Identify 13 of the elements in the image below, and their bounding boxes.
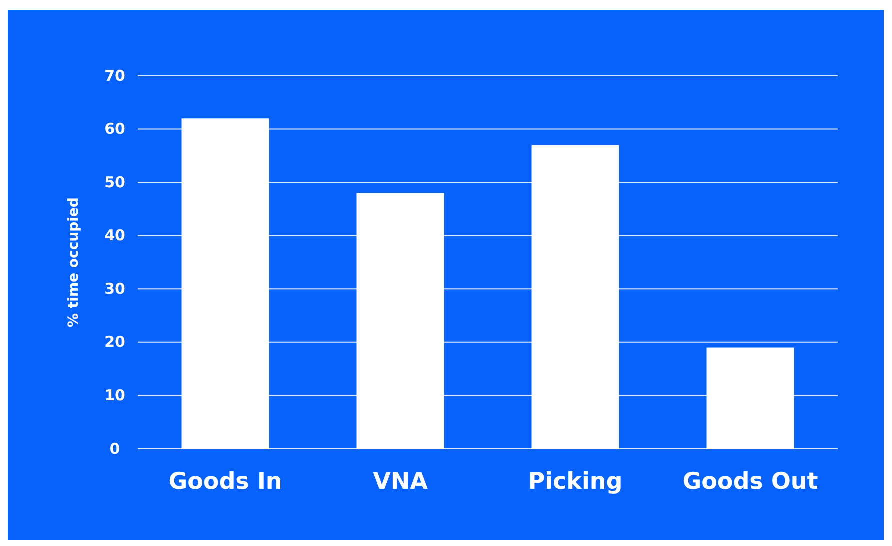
y-tick-label: 0 bbox=[110, 440, 120, 458]
x-tick-label: Goods In bbox=[168, 468, 282, 495]
x-tick-label: Picking bbox=[528, 468, 623, 495]
y-tick-label: 70 bbox=[104, 66, 126, 85]
y-tick-label: 10 bbox=[104, 386, 126, 405]
y-tick-label: 50 bbox=[104, 173, 126, 192]
y-tick-label: 20 bbox=[104, 333, 126, 352]
x-tick-label: VNA bbox=[373, 468, 428, 495]
y-tick-label: 40 bbox=[104, 226, 126, 245]
y-tick-label: 60 bbox=[104, 120, 126, 138]
y-tick-label: 30 bbox=[104, 280, 126, 298]
x-tick-label: Goods Out bbox=[682, 468, 818, 495]
y-axis-title: % time occupied bbox=[66, 198, 82, 328]
